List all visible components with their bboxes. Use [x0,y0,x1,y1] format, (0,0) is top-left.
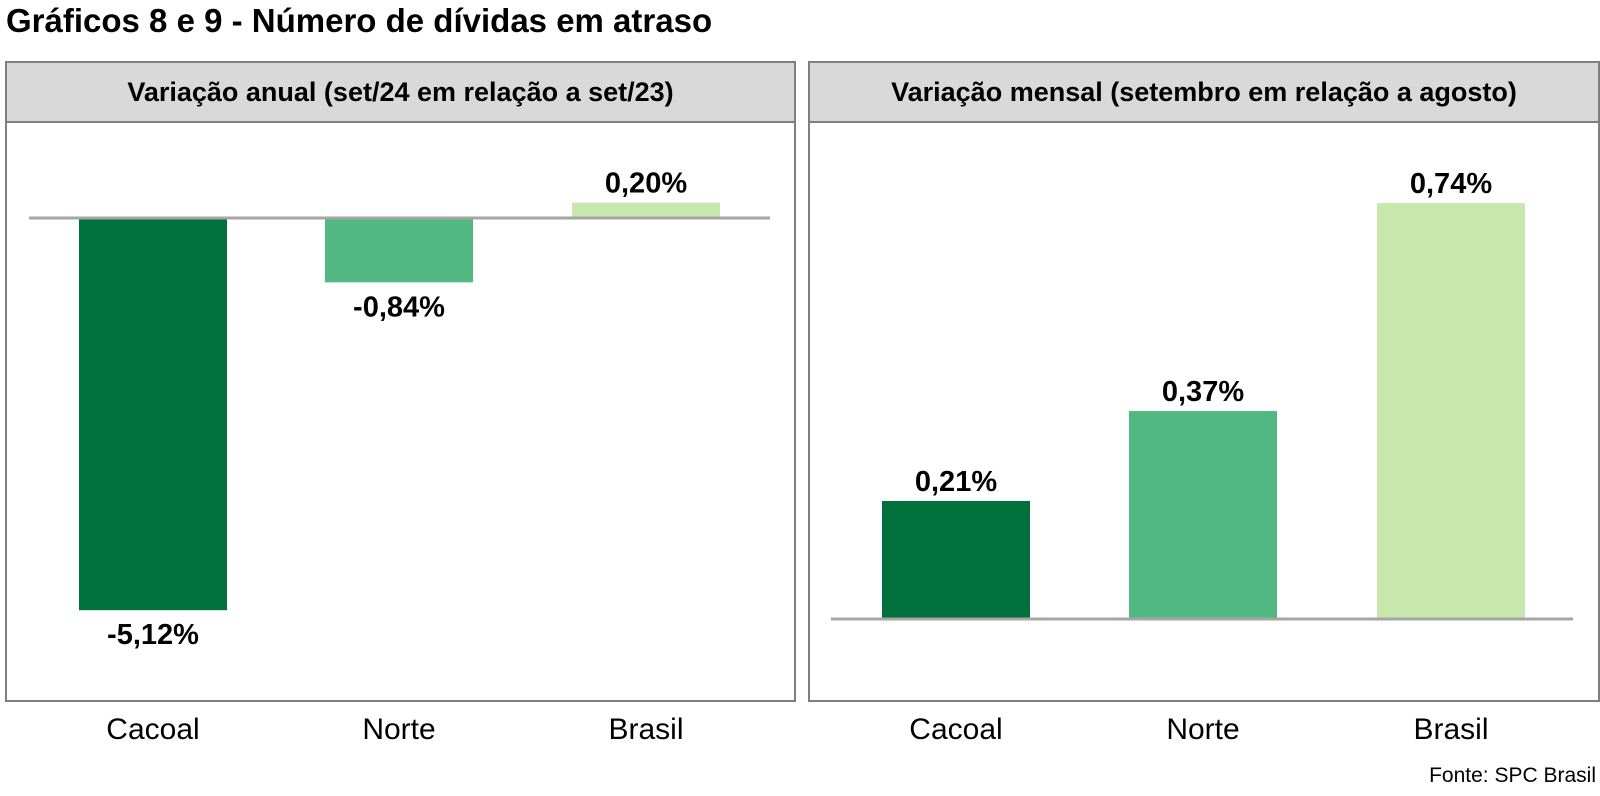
monthly-variation-panel: Variação mensal (setembro em relação a a… [808,61,1600,702]
annual-bar-norte [325,218,473,283]
monthly-bar-brasil [1377,203,1525,619]
monthly-bar-norte [1129,411,1277,619]
monthly-category-label-brasil: Brasil [1413,713,1489,746]
annual-bar-cacoal [79,218,227,611]
page-title: Gráficos 8 e 9 - Número de dívidas em at… [6,2,713,39]
source-note: Fonte: SPC Brasil [1429,764,1596,787]
annual-value-label-brasil: 0,20% [605,168,687,200]
monthly-category-label-cacoal: Cacoal [909,713,1003,746]
annual-bar-brasil [572,202,720,218]
monthly-value-label-brasil: 0,74% [1410,168,1492,200]
annual-value-label-cacoal: -5,12% [107,619,199,651]
annual-category-label-cacoal: Cacoal [106,713,200,746]
monthly-category-label-norte: Norte [1166,713,1240,746]
monthly-value-label-cacoal: 0,21% [915,466,997,498]
monthly-value-label-norte: 0,37% [1162,376,1244,408]
annual-category-label-norte: Norte [362,713,436,746]
annual-category-label-brasil: Brasil [608,713,684,746]
annual-variation-panel: Variação anual (set/24 em relação a set/… [5,61,796,702]
annual-chart-title: Variação anual (set/24 em relação a set/… [7,63,794,123]
annual-value-label-norte: -0,84% [353,291,445,323]
monthly-bar-cacoal [882,500,1030,619]
monthly-chart-title: Variação mensal (setembro em relação a a… [810,63,1598,123]
